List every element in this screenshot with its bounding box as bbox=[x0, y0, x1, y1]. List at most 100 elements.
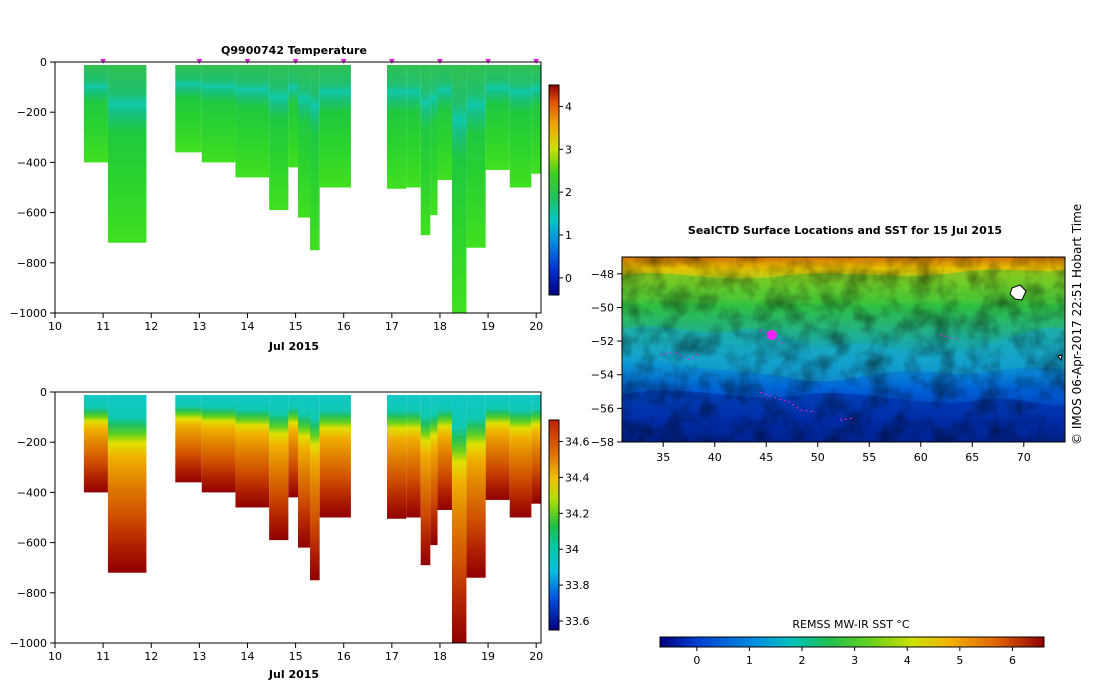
temperature-profile-column bbox=[269, 65, 289, 211]
x-tick-label: 17 bbox=[385, 320, 399, 333]
x-tick-label: 14 bbox=[240, 320, 254, 333]
map-x-tick-label: 70 bbox=[1017, 451, 1031, 464]
y-tick-label: −600 bbox=[17, 207, 47, 220]
temperature-plot-frame bbox=[54, 61, 542, 314]
x-tick-label: 10 bbox=[48, 320, 62, 333]
salinity-profile-column bbox=[201, 395, 236, 493]
sst-map-panel: SealCTD Surface Locations and SST for 15… bbox=[591, 224, 1066, 667]
salinity-panel: 10 11 12 13 14 15 16 17 18 19 20 0 −200 −400 −600 −800 −… bbox=[10, 386, 590, 681]
colorbar-tick-label: 0 bbox=[565, 272, 572, 285]
y-tick-label: −1000 bbox=[10, 637, 47, 650]
salinity-profile-column bbox=[451, 395, 467, 643]
map-x-tick-label: 35 bbox=[656, 451, 670, 464]
temperature-profile-column bbox=[466, 65, 486, 248]
salinity-profile-column bbox=[319, 395, 351, 518]
salinity-colorbar bbox=[548, 419, 560, 631]
temperature-profile-column bbox=[235, 65, 270, 178]
salinity-profile-column bbox=[420, 395, 431, 566]
x-tick-label: 11 bbox=[96, 320, 110, 333]
sst-colorbar-tick-label: 6 bbox=[1009, 654, 1016, 667]
temperature-xlabel: Jul 2015 bbox=[268, 340, 319, 353]
salinity-profile-column bbox=[310, 395, 320, 581]
salinity-profile-column bbox=[175, 395, 202, 483]
x-tick-label: 13 bbox=[192, 320, 206, 333]
sst-colorbar-tick-label: 2 bbox=[799, 654, 806, 667]
colorbar-tick-label: 34.4 bbox=[565, 471, 590, 484]
y-tick-label: −400 bbox=[17, 486, 47, 499]
map-x-tick-label: 50 bbox=[811, 451, 825, 464]
temperature-profile-column bbox=[509, 65, 532, 188]
credit-text: © IMOS 06-Apr-2017 22:51 Hobart Time bbox=[1070, 204, 1084, 445]
y-tick-label: −200 bbox=[17, 106, 47, 119]
map-x-tick-label: 55 bbox=[862, 451, 876, 464]
salinity-profile-column bbox=[269, 395, 289, 541]
temperature-profile-column bbox=[406, 65, 421, 188]
salinity-profile-column bbox=[509, 395, 532, 518]
colorbar-tick-label: 34.2 bbox=[565, 507, 590, 520]
map-y-tick-label: −54 bbox=[591, 369, 614, 382]
x-tick-label: 11 bbox=[96, 650, 110, 663]
map-y-tick-label: −50 bbox=[591, 301, 614, 314]
y-tick-label: −800 bbox=[17, 587, 47, 600]
temperature-profile-column bbox=[485, 65, 510, 170]
map-y-tick-label: −58 bbox=[591, 436, 614, 449]
temperature-colorbar bbox=[548, 84, 560, 296]
x-tick-label: 15 bbox=[289, 320, 303, 333]
map-y-tick-label: −56 bbox=[591, 402, 614, 415]
y-tick-label: −600 bbox=[17, 537, 47, 550]
sst-colorbar-tick-label: 4 bbox=[904, 654, 911, 667]
x-tick-label: 18 bbox=[433, 650, 447, 663]
sst-colorbar-tick-label: 0 bbox=[693, 654, 700, 667]
sst-field bbox=[622, 257, 1065, 442]
x-tick-label: 18 bbox=[433, 320, 447, 333]
sst-colorbar-tick-label: 3 bbox=[851, 654, 858, 667]
map-x-tick-label: 45 bbox=[759, 451, 773, 464]
salinity-xlabel: Jul 2015 bbox=[268, 668, 319, 681]
x-tick-label: 17 bbox=[385, 650, 399, 663]
temperature-colorbar-ticks: 0 1 2 3 4 bbox=[559, 100, 572, 285]
colorbar-tick-label: 4 bbox=[565, 100, 572, 113]
map-y-tick-label: −48 bbox=[591, 268, 614, 281]
map-x-tick-label: 40 bbox=[708, 451, 722, 464]
map-frame bbox=[621, 256, 1066, 443]
salinity-profile-column bbox=[430, 395, 438, 546]
temperature-profile-column bbox=[420, 65, 431, 236]
temperature-profile-column bbox=[531, 65, 541, 174]
sst-colorbar-tick-label: 1 bbox=[746, 654, 753, 667]
seal-location-marker bbox=[767, 330, 777, 340]
x-tick-label: 14 bbox=[240, 650, 254, 663]
x-tick-label: 19 bbox=[481, 650, 495, 663]
x-tick-label: 19 bbox=[481, 320, 495, 333]
temperature-profile-column bbox=[451, 65, 467, 313]
map-x-tick-label: 65 bbox=[965, 451, 979, 464]
salinity-profile-column bbox=[298, 395, 311, 548]
x-tick-label: 20 bbox=[529, 320, 543, 333]
x-tick-label: 16 bbox=[337, 320, 351, 333]
x-tick-label: 15 bbox=[289, 650, 303, 663]
temperature-profile-column bbox=[310, 65, 320, 251]
x-tick-label: 16 bbox=[337, 650, 351, 663]
y-tick-label: −1000 bbox=[10, 307, 47, 320]
salinity-profile-column bbox=[387, 395, 407, 519]
y-tick-label: 0 bbox=[40, 386, 47, 399]
colorbar-tick-label: 34 bbox=[565, 543, 579, 556]
y-tick-label: −400 bbox=[17, 156, 47, 169]
temperature-profile-column bbox=[298, 65, 311, 218]
temperature-profile-column bbox=[437, 65, 452, 180]
x-tick-label: 12 bbox=[144, 320, 158, 333]
salinity-profile-column bbox=[406, 395, 421, 518]
map-axes: 35 40 45 50 55 60 65 70 −48 −50 −52 −54 −56 −58 bbox=[591, 268, 1031, 464]
temperature-axes: 10 11 12 13 14 15 16 17 18 19 20 0 −200 −400 −600 −800 −… bbox=[10, 56, 543, 333]
salinity-profile-column bbox=[485, 395, 510, 500]
salinity-profile-column bbox=[107, 395, 147, 573]
sst-colorbar bbox=[659, 636, 1045, 648]
temperature-profile-column bbox=[175, 65, 202, 153]
salinity-profile-column bbox=[235, 395, 270, 508]
temperature-title: Q9900742 Temperature bbox=[221, 44, 367, 57]
map-y-tick-label: −52 bbox=[591, 335, 614, 348]
temperature-profile-column bbox=[107, 65, 147, 243]
y-tick-label: 0 bbox=[40, 56, 47, 69]
colorbar-tick-label: 1 bbox=[565, 229, 572, 242]
x-tick-label: 10 bbox=[48, 650, 62, 663]
